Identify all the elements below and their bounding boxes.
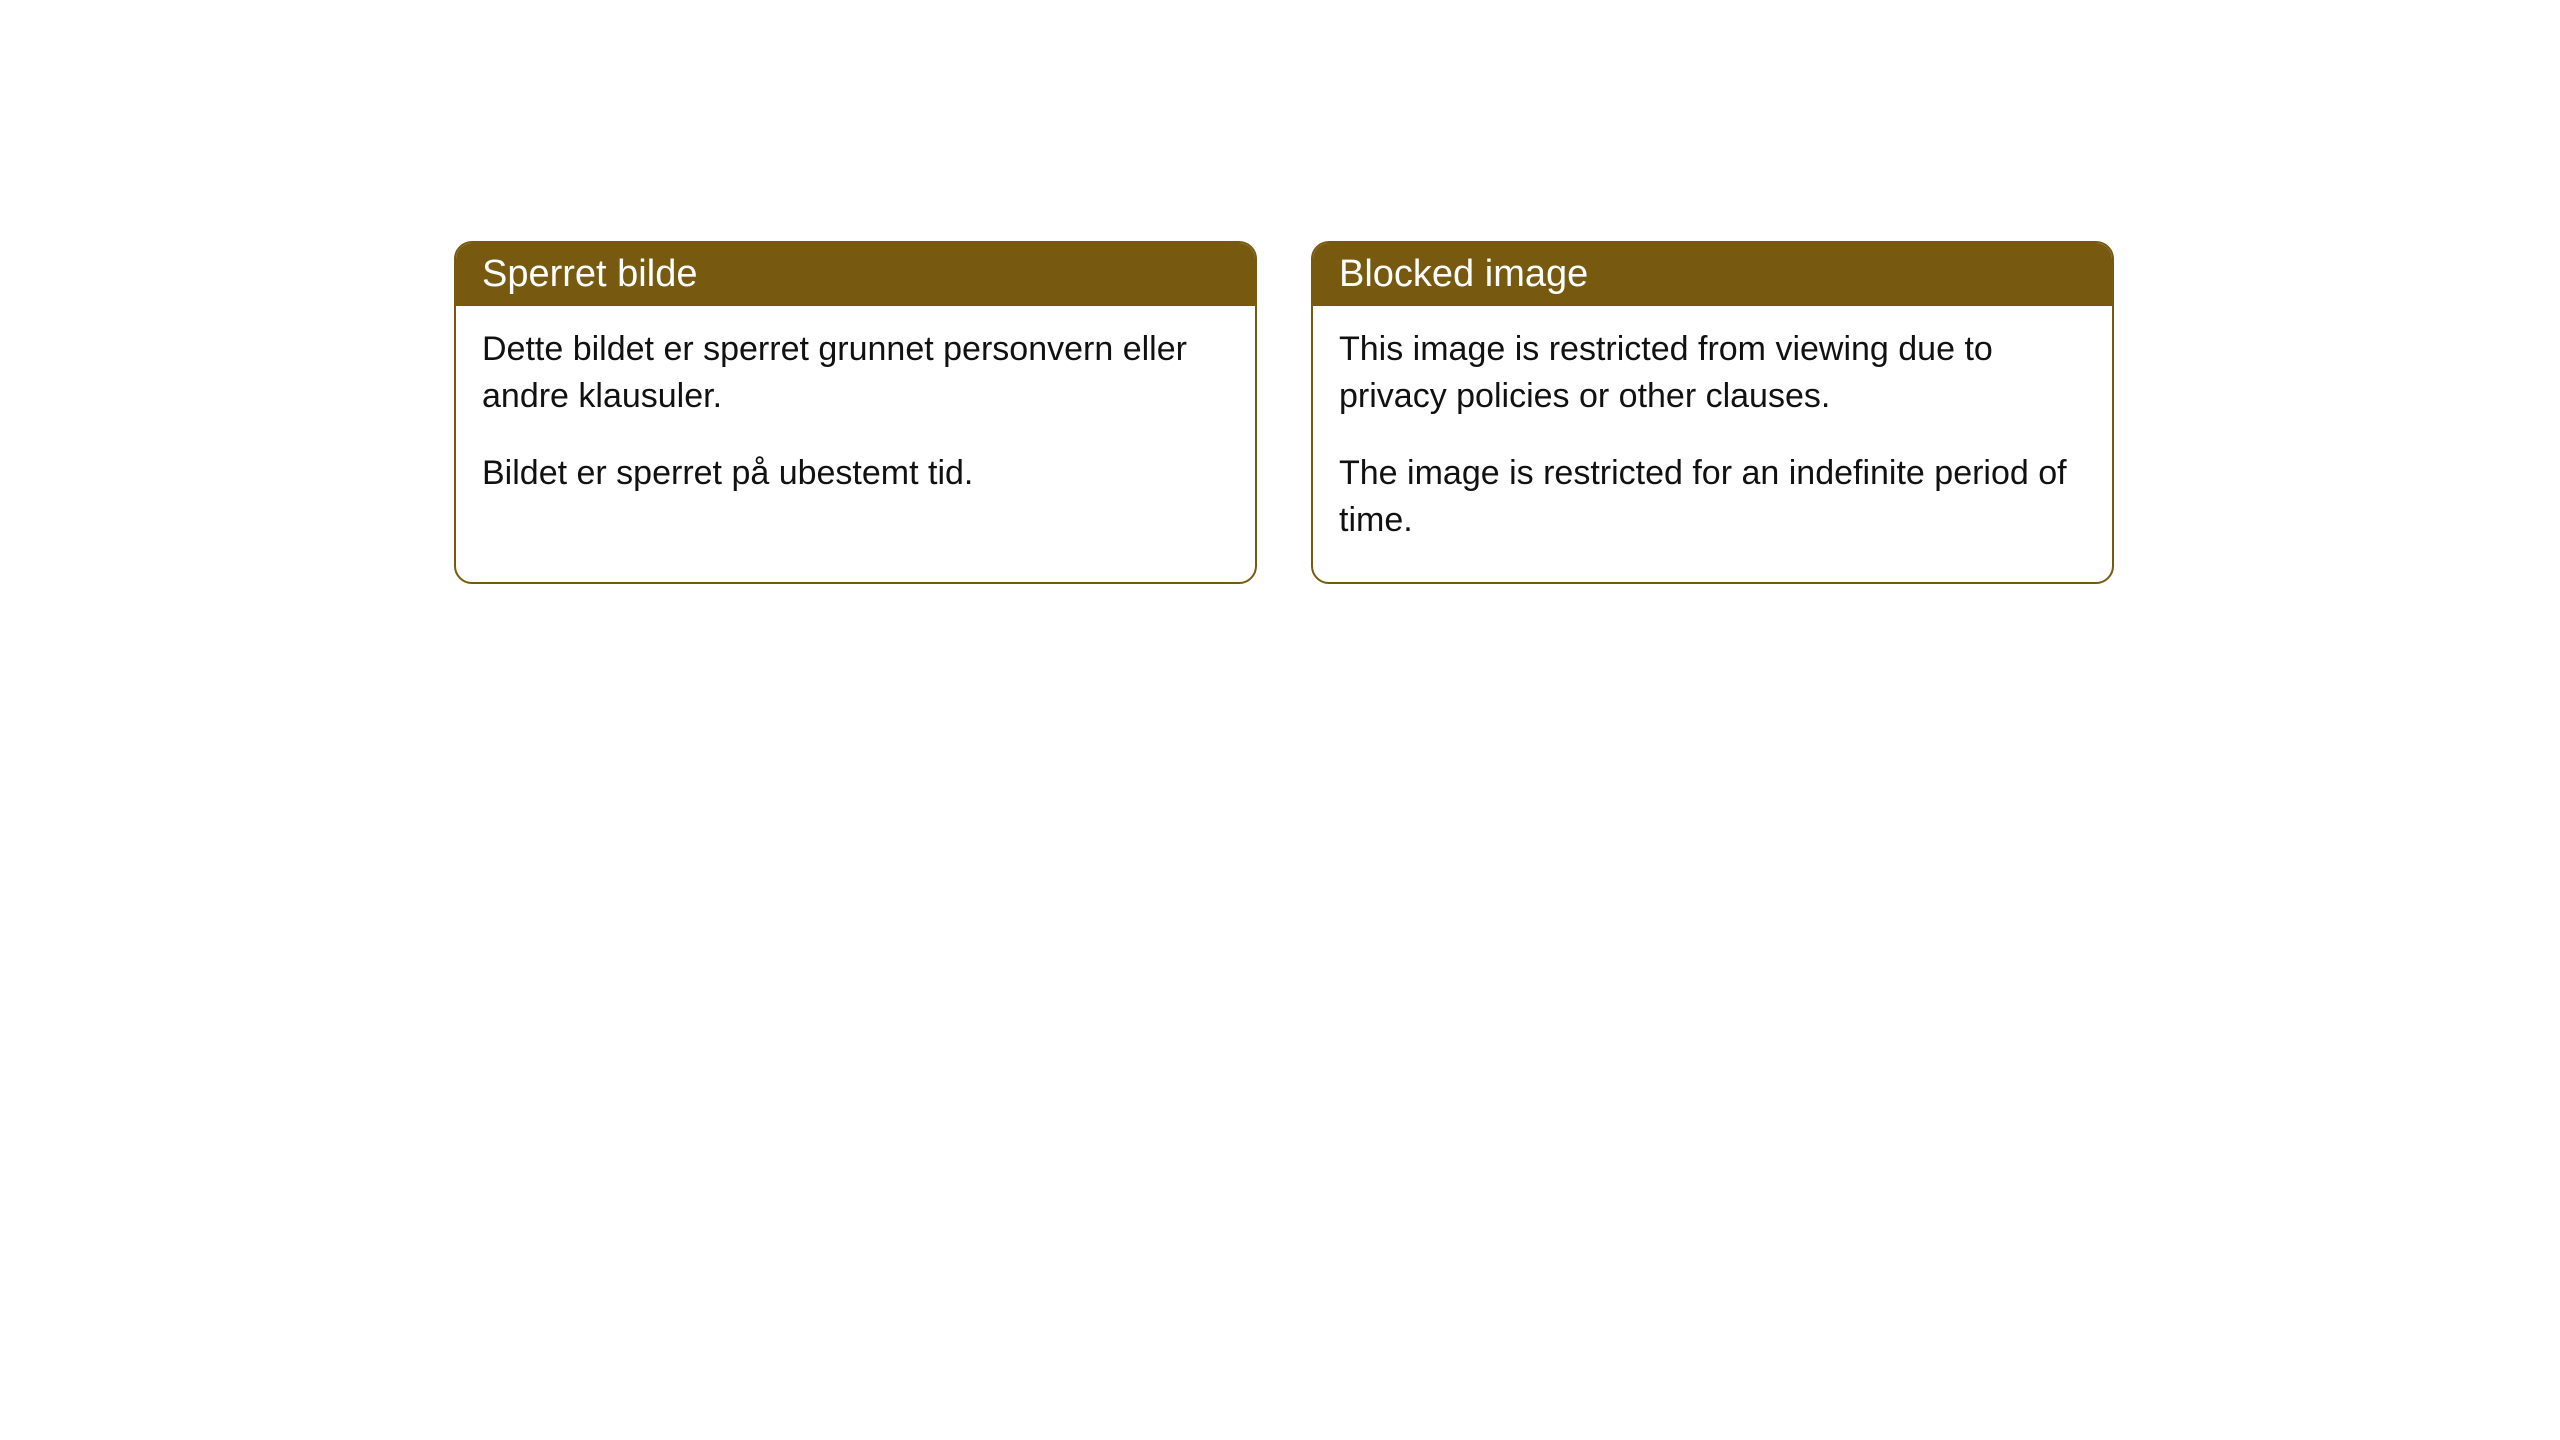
card-text-norwegian-1: Dette bildet er sperret grunnet personve… xyxy=(482,326,1229,420)
card-header-norwegian: Sperret bilde xyxy=(456,243,1255,306)
card-text-norwegian-2: Bildet er sperret på ubestemt tid. xyxy=(482,450,1229,497)
blocked-image-card-norwegian: Sperret bilde Dette bildet er sperret gr… xyxy=(454,241,1257,584)
card-text-english-1: This image is restricted from viewing du… xyxy=(1339,326,2086,420)
card-title-norwegian: Sperret bilde xyxy=(482,253,697,295)
blocked-image-card-english: Blocked image This image is restricted f… xyxy=(1311,241,2114,584)
card-header-english: Blocked image xyxy=(1313,243,2112,306)
card-text-english-2: The image is restricted for an indefinit… xyxy=(1339,450,2086,544)
card-body-english: This image is restricted from viewing du… xyxy=(1313,306,2112,582)
cards-container: Sperret bilde Dette bildet er sperret gr… xyxy=(454,241,2114,584)
card-body-norwegian: Dette bildet er sperret grunnet personve… xyxy=(456,306,1255,535)
card-title-english: Blocked image xyxy=(1339,253,1588,295)
